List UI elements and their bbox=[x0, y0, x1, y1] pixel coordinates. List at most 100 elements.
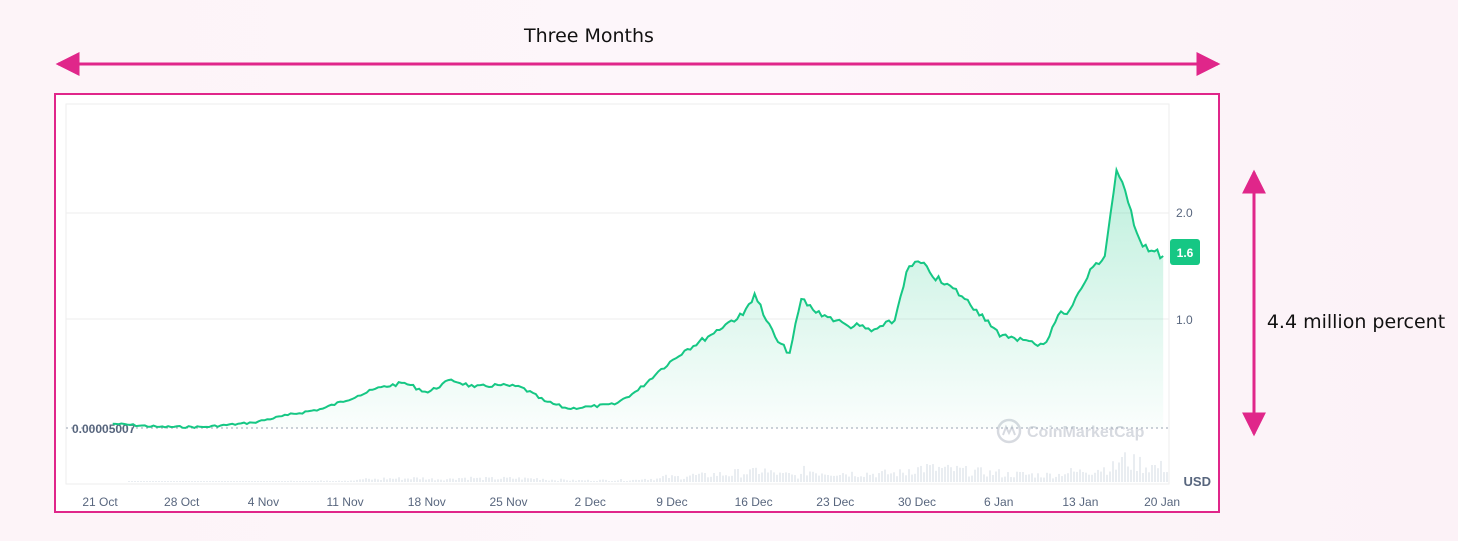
volume-bar bbox=[1082, 472, 1084, 482]
volume-bar bbox=[344, 480, 346, 482]
volume-bar bbox=[374, 478, 376, 482]
volume-bar bbox=[713, 473, 715, 482]
volume-bar bbox=[290, 480, 292, 482]
volume-bar bbox=[701, 472, 703, 482]
volume-bar bbox=[461, 478, 463, 482]
volume-bar bbox=[1052, 478, 1054, 482]
volume-bar bbox=[446, 479, 448, 482]
volume-bar bbox=[617, 480, 619, 482]
volume-bar bbox=[293, 481, 295, 482]
volume-bar bbox=[614, 480, 616, 482]
volume-bar bbox=[1016, 471, 1018, 482]
volume-bar bbox=[662, 476, 664, 482]
volume-bar bbox=[821, 473, 823, 482]
x-axis: 21 Oct 28 Oct 4 Nov 11 Nov 18 Nov 25 Nov 2 Dec… bbox=[82, 495, 1180, 509]
volume-bar bbox=[530, 478, 532, 482]
volume-bar bbox=[1103, 467, 1105, 482]
volume-bar bbox=[635, 479, 637, 482]
volume-bar bbox=[224, 481, 226, 482]
volume-bar bbox=[533, 479, 535, 482]
volume-bar bbox=[443, 480, 445, 482]
volume-bar bbox=[299, 481, 301, 482]
volume-bar bbox=[794, 475, 796, 482]
volume-bar bbox=[935, 470, 937, 482]
volume-bar bbox=[1004, 476, 1006, 482]
volume-bar bbox=[257, 481, 259, 482]
volume-bar bbox=[194, 481, 196, 482]
volume-bar bbox=[584, 480, 586, 482]
volume-bar bbox=[755, 467, 757, 482]
x-tick-label: 6 Jan bbox=[984, 495, 1013, 509]
volume-bar bbox=[341, 481, 343, 482]
volume-bar bbox=[1139, 456, 1141, 482]
chart-frame bbox=[54, 93, 1220, 513]
volume-bar bbox=[842, 473, 844, 482]
volume-bar bbox=[929, 465, 931, 482]
volume-bar bbox=[908, 469, 910, 482]
volume-bar bbox=[1094, 472, 1096, 482]
volume-bar bbox=[371, 479, 373, 482]
x-tick-label: 2 Dec bbox=[575, 495, 606, 509]
volume-bar bbox=[551, 479, 553, 482]
volume-bar bbox=[362, 479, 364, 482]
volume-bar bbox=[173, 481, 175, 482]
volume-bar bbox=[1034, 477, 1036, 482]
volume-bar bbox=[437, 479, 439, 482]
volume-bar bbox=[977, 467, 979, 482]
x-tick-label: 25 Nov bbox=[489, 495, 527, 509]
volume-bar bbox=[947, 464, 949, 482]
volume-bar bbox=[536, 478, 538, 482]
volume-bar bbox=[683, 478, 685, 482]
volume-bar bbox=[722, 475, 724, 482]
volume-bar bbox=[155, 481, 157, 482]
volume-bar bbox=[1091, 474, 1093, 482]
volume-bar bbox=[1136, 471, 1138, 482]
volume-bar bbox=[1061, 476, 1063, 482]
volume-bar bbox=[389, 478, 391, 482]
volume-bar bbox=[986, 476, 988, 482]
volume-bar bbox=[431, 478, 433, 482]
x-tick-label: 21 Oct bbox=[82, 495, 118, 509]
volume-bar bbox=[317, 480, 319, 482]
volume-bar bbox=[734, 469, 736, 482]
volume-bar bbox=[143, 481, 145, 482]
volume-bar bbox=[1118, 462, 1120, 482]
volume-bar bbox=[221, 481, 223, 482]
volume-bar bbox=[884, 469, 886, 482]
volume-bar bbox=[1145, 467, 1147, 482]
x-tick-label: 11 Nov bbox=[327, 495, 364, 509]
volume-bar bbox=[878, 473, 880, 482]
volume-bar bbox=[890, 473, 892, 482]
volume-bar bbox=[638, 480, 640, 482]
volume-bar bbox=[272, 481, 274, 482]
volume-bar bbox=[962, 467, 964, 482]
volume-bar bbox=[995, 471, 997, 482]
volume-bar bbox=[686, 476, 688, 482]
volume-bar bbox=[206, 481, 208, 482]
volume-bar bbox=[392, 478, 394, 482]
volume-bar bbox=[170, 481, 172, 482]
volume-bar bbox=[557, 480, 559, 482]
volume-bar bbox=[134, 481, 136, 482]
volume-bar bbox=[824, 474, 826, 482]
price-area bbox=[112, 170, 1164, 428]
volume-bar bbox=[1115, 469, 1117, 482]
volume-bar bbox=[950, 467, 952, 482]
volume-bar bbox=[998, 469, 1000, 482]
volume-bar bbox=[644, 478, 646, 482]
volume-bar bbox=[137, 481, 139, 482]
volume-bar bbox=[554, 480, 556, 482]
volume-bar bbox=[707, 477, 709, 482]
volume-bar bbox=[1031, 473, 1033, 482]
volume-bar bbox=[1166, 472, 1168, 482]
volume-bar bbox=[560, 478, 562, 482]
volume-bar bbox=[311, 480, 313, 482]
volume-bar bbox=[851, 471, 853, 482]
volume-bar bbox=[992, 475, 994, 482]
volume-bar bbox=[1067, 473, 1069, 482]
volume-bar bbox=[323, 481, 325, 482]
volume-bar bbox=[488, 477, 490, 482]
volume-bar bbox=[581, 480, 583, 482]
volume-bar bbox=[1037, 473, 1039, 482]
volume-bar bbox=[527, 478, 529, 482]
